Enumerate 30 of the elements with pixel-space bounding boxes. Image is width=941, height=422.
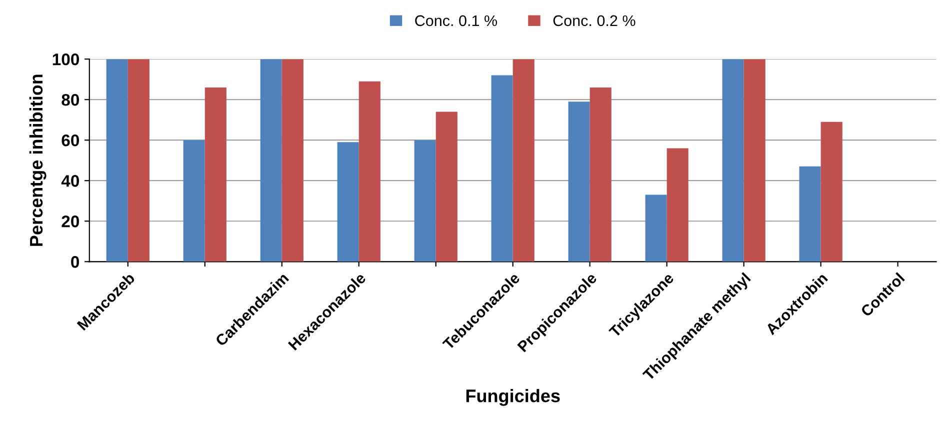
bar bbox=[512, 59, 534, 262]
bar bbox=[491, 75, 513, 262]
bar bbox=[590, 87, 612, 262]
bar bbox=[282, 59, 304, 262]
y-tick-label: 100 bbox=[52, 53, 79, 66]
bar bbox=[414, 140, 436, 262]
bar bbox=[744, 59, 766, 262]
bar bbox=[337, 142, 359, 262]
bar bbox=[204, 87, 226, 262]
y-tick-label: 60 bbox=[62, 134, 79, 146]
legend-label: Conc. 0.1 % bbox=[415, 15, 498, 26]
bar bbox=[666, 148, 688, 262]
bar bbox=[645, 194, 667, 262]
legend-label: Conc. 0.2 % bbox=[553, 15, 636, 26]
y-tick-label: 80 bbox=[62, 94, 79, 106]
y-tick-label: 20 bbox=[62, 216, 79, 228]
bar bbox=[568, 102, 590, 262]
bar bbox=[799, 166, 821, 262]
bar bbox=[820, 122, 842, 262]
y-axis-title: Percentge inhibition bbox=[29, 74, 46, 246]
bar bbox=[436, 112, 458, 262]
bar bbox=[722, 59, 744, 262]
bar bbox=[128, 59, 150, 262]
bar bbox=[260, 59, 282, 262]
bar bbox=[183, 140, 205, 262]
x-axis-title: Fungicides bbox=[466, 389, 560, 406]
bar bbox=[106, 59, 128, 262]
y-tick-label: 0 bbox=[71, 256, 79, 268]
y-tick-label: 40 bbox=[61, 175, 79, 187]
bar bbox=[358, 81, 380, 262]
